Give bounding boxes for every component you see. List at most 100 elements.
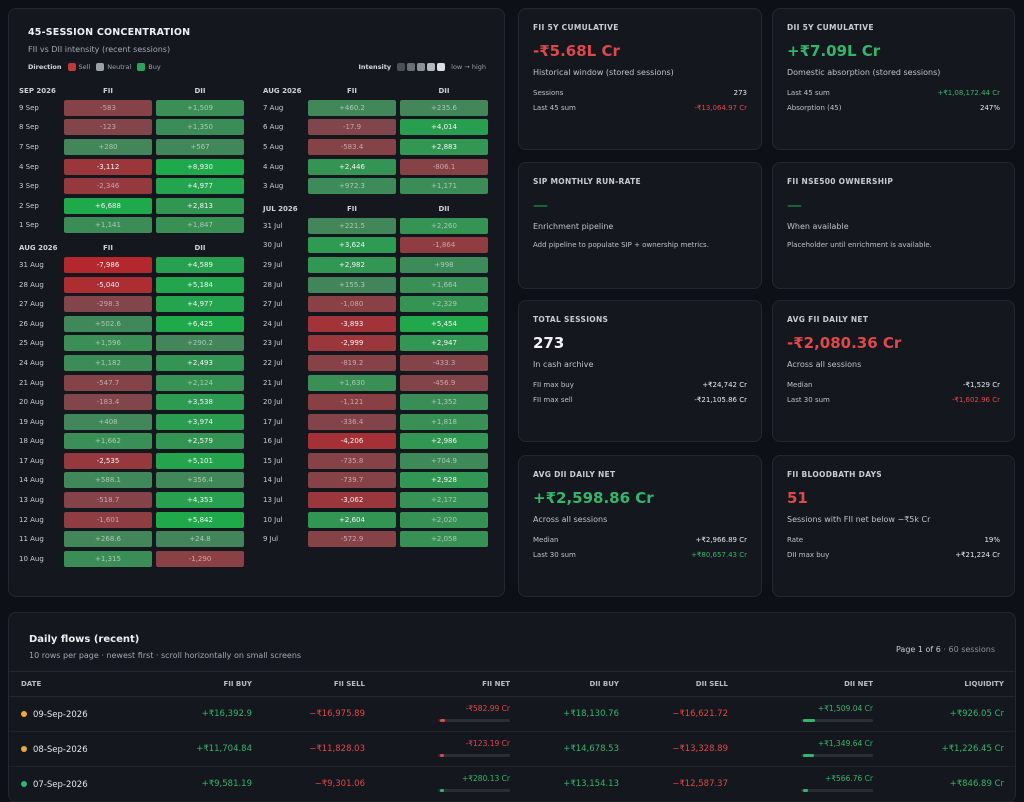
fii-cell[interactable]: +2,604 xyxy=(308,511,396,528)
dii-cell[interactable]: +1,664 xyxy=(400,276,488,293)
fii-cell[interactable]: +408 xyxy=(64,413,152,430)
dii-cell[interactable]: +2,947 xyxy=(400,335,488,352)
dii-cell[interactable]: +4,589 xyxy=(156,256,244,273)
fii-cell[interactable]: -2,346 xyxy=(64,178,152,195)
fii-cell[interactable]: +460.2 xyxy=(308,99,396,116)
fii-cell[interactable]: +155.3 xyxy=(308,276,396,293)
dii-cell[interactable]: +1,847 xyxy=(156,217,244,234)
dii-cell[interactable]: +567 xyxy=(156,138,244,155)
fii-cell[interactable]: +1,630 xyxy=(308,374,396,391)
dii-cell[interactable]: +2,813 xyxy=(156,197,244,214)
dii-cell[interactable]: +8,930 xyxy=(156,158,244,175)
column-header[interactable]: FII SELL xyxy=(333,680,365,688)
fii-cell[interactable]: +3,624 xyxy=(308,237,396,254)
dii-cell[interactable]: +2,260 xyxy=(400,217,488,234)
fii-cell[interactable]: +1,141 xyxy=(64,217,152,234)
dii-cell[interactable]: +24.8 xyxy=(156,531,244,548)
fii-cell[interactable]: -3,112 xyxy=(64,158,152,175)
dii-cell[interactable]: +2,986 xyxy=(400,433,488,450)
dii-cell[interactable]: -1,864 xyxy=(400,237,488,254)
dii-cell[interactable]: +2,020 xyxy=(400,511,488,528)
fii-cell[interactable]: -5,040 xyxy=(64,276,152,293)
fii-cell[interactable]: +972.3 xyxy=(308,178,396,195)
fii-cell[interactable]: +1,662 xyxy=(64,433,152,450)
column-header[interactable]: DII SELL xyxy=(695,680,728,688)
dii-cell[interactable]: +2,883 xyxy=(400,138,488,155)
dii-cell[interactable]: +2,493 xyxy=(156,354,244,371)
fii-cell[interactable]: +1,182 xyxy=(64,354,152,371)
fii-cell[interactable]: -3,062 xyxy=(308,492,396,509)
fii-cell[interactable]: -17.9 xyxy=(308,119,396,136)
fii-cell[interactable]: +6,688 xyxy=(64,197,152,214)
dii-cell[interactable]: +2,928 xyxy=(400,472,488,489)
dii-cell[interactable]: +290.2 xyxy=(156,335,244,352)
fii-cell[interactable]: -4,206 xyxy=(308,433,396,450)
dii-cell[interactable]: +5,454 xyxy=(400,315,488,332)
dii-cell[interactable]: +3,538 xyxy=(156,394,244,411)
dii-cell[interactable]: +4,353 xyxy=(156,492,244,509)
dii-cell[interactable]: +5,184 xyxy=(156,276,244,293)
table-row[interactable]: 08-Sep-2026 +₹11,704.84 −₹11,828.03 -₹123.1… xyxy=(9,732,1015,767)
dii-cell[interactable]: +1,818 xyxy=(400,413,488,430)
dii-cell[interactable]: -456.9 xyxy=(400,374,488,391)
dii-cell[interactable]: +4,977 xyxy=(156,178,244,195)
column-header[interactable]: DATE xyxy=(21,680,42,688)
dii-cell[interactable]: +235.6 xyxy=(400,99,488,116)
fii-cell[interactable]: -547.7 xyxy=(64,374,152,391)
dii-cell[interactable]: +356.4 xyxy=(156,472,244,489)
dii-cell[interactable]: +998 xyxy=(400,256,488,273)
fii-cell[interactable]: -572.9 xyxy=(308,531,396,548)
fii-cell[interactable]: +1,596 xyxy=(64,335,152,352)
dii-cell[interactable]: -806.1 xyxy=(400,158,488,175)
column-header[interactable]: DII BUY xyxy=(589,680,619,688)
dii-cell[interactable]: +2,579 xyxy=(156,433,244,450)
fii-cell[interactable]: +221.5 xyxy=(308,217,396,234)
fii-cell[interactable]: +2,446 xyxy=(308,158,396,175)
dii-cell[interactable]: +2,058 xyxy=(400,531,488,548)
fii-cell[interactable]: -583.4 xyxy=(308,138,396,155)
dii-cell[interactable]: +6,425 xyxy=(156,315,244,332)
fii-cell[interactable]: +502.6 xyxy=(64,315,152,332)
fii-cell[interactable]: -1,601 xyxy=(64,511,152,528)
fii-cell[interactable]: -336.4 xyxy=(308,413,396,430)
dii-cell[interactable]: +2,124 xyxy=(156,374,244,391)
fii-cell[interactable]: -518.7 xyxy=(64,492,152,509)
fii-cell[interactable]: -1,080 xyxy=(308,296,396,313)
fii-cell[interactable]: -3,893 xyxy=(308,315,396,332)
table-row[interactable]: 07-Sep-2026 +₹9,581.19 −₹9,301.06 +₹280.13 … xyxy=(9,767,1015,802)
column-header[interactable]: FII BUY xyxy=(223,680,252,688)
fii-cell[interactable]: +268.6 xyxy=(64,531,152,548)
fii-cell[interactable]: -2,999 xyxy=(308,335,396,352)
fii-cell[interactable]: +1,315 xyxy=(64,550,152,567)
dii-cell[interactable]: -1,290 xyxy=(156,550,244,567)
table-row[interactable]: 09-Sep-2026 +₹16,392.9 −₹16,975.89 -₹582.99… xyxy=(9,697,1015,732)
dii-cell[interactable]: +1,352 xyxy=(400,394,488,411)
fii-cell[interactable]: -123 xyxy=(64,119,152,136)
fii-cell[interactable]: -739.7 xyxy=(308,472,396,489)
dii-cell[interactable]: +3,974 xyxy=(156,413,244,430)
dii-cell[interactable]: +2,172 xyxy=(400,492,488,509)
fii-cell[interactable]: -735.8 xyxy=(308,452,396,469)
column-header[interactable]: FII NET xyxy=(482,680,510,688)
dii-cell[interactable]: +704.9 xyxy=(400,452,488,469)
fii-cell[interactable]: +2,982 xyxy=(308,256,396,273)
fii-cell[interactable]: -1,121 xyxy=(308,394,396,411)
dii-cell[interactable]: +4,014 xyxy=(400,119,488,136)
dii-cell[interactable]: +1,350 xyxy=(156,119,244,136)
fii-cell[interactable]: -2,535 xyxy=(64,452,152,469)
dii-cell[interactable]: -433.3 xyxy=(400,354,488,371)
fii-cell[interactable]: -819.2 xyxy=(308,354,396,371)
fii-cell[interactable]: +280 xyxy=(64,138,152,155)
fii-cell[interactable]: -583 xyxy=(64,99,152,116)
fii-cell[interactable]: -7,986 xyxy=(64,256,152,273)
column-header[interactable]: LIQUIDITY xyxy=(964,680,1004,688)
fii-cell[interactable]: -298.3 xyxy=(64,296,152,313)
dii-cell[interactable]: +1,171 xyxy=(400,178,488,195)
dii-cell[interactable]: +5,842 xyxy=(156,511,244,528)
dii-cell[interactable]: +4,977 xyxy=(156,296,244,313)
fii-cell[interactable]: -183.4 xyxy=(64,394,152,411)
dii-cell[interactable]: +5,101 xyxy=(156,452,244,469)
dii-cell[interactable]: +2,329 xyxy=(400,296,488,313)
column-header[interactable]: DII NET xyxy=(844,680,873,688)
fii-cell[interactable]: +588.1 xyxy=(64,472,152,489)
